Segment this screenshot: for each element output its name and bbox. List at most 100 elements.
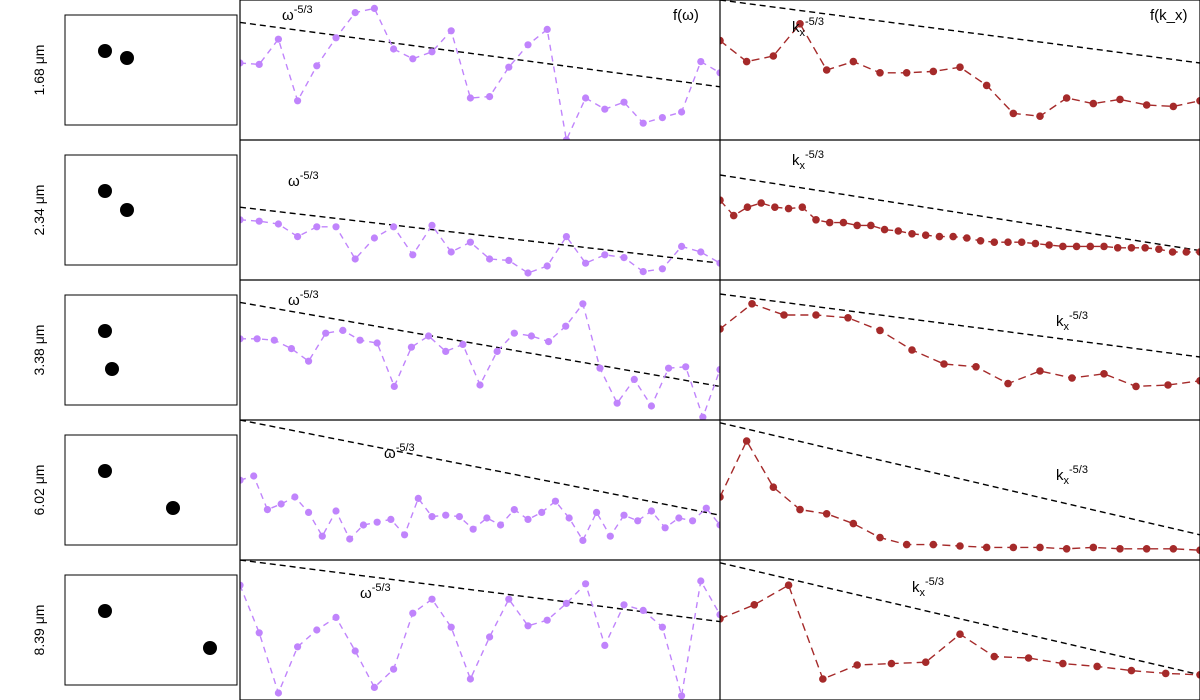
data-point (294, 97, 302, 105)
data-point (1017, 238, 1026, 246)
data-point (373, 518, 381, 526)
thumbnail-4 (64, 434, 238, 546)
plot-panels (240, 0, 1200, 700)
data-point (390, 223, 398, 231)
data-point (1100, 370, 1108, 378)
data-point (332, 613, 340, 622)
power-law-reference-line (720, 0, 1200, 64)
data-point (250, 472, 258, 480)
data-point (1161, 669, 1170, 678)
data-point (270, 336, 278, 344)
data-point (240, 335, 244, 343)
data-point (844, 314, 852, 322)
data-point (716, 69, 720, 77)
data-point (428, 513, 436, 521)
k-slope-annotation: kx-5/3 (1056, 310, 1088, 333)
data-point (825, 218, 834, 227)
data-point (428, 48, 436, 56)
data-point (447, 27, 455, 35)
data-point (524, 622, 532, 630)
data-point (486, 93, 494, 101)
omega-panel-plot (240, 4, 720, 140)
k-slope-annotation: kx-5/3 (1056, 464, 1088, 487)
data-point (658, 623, 667, 631)
data-point (822, 510, 831, 518)
data-point (716, 366, 720, 374)
data-point (902, 69, 911, 77)
data-point (887, 659, 896, 668)
data-point (469, 525, 477, 533)
data-point (658, 265, 667, 273)
data-point (620, 511, 628, 519)
data-point (240, 476, 244, 484)
data-point (543, 616, 551, 624)
k-panel-plot (720, 174, 1200, 256)
data-point (963, 234, 971, 242)
data-point (455, 513, 464, 521)
data-point (630, 375, 638, 383)
data-point (459, 340, 467, 348)
data-point (812, 216, 820, 224)
data-point (505, 256, 513, 264)
data-point (1116, 95, 1124, 104)
power-law-reference-line (240, 21, 720, 88)
data-point (1169, 102, 1178, 111)
power-law-reference-line (720, 562, 1200, 676)
data-point (742, 437, 751, 445)
data-point (1127, 666, 1136, 675)
data-point (414, 494, 422, 502)
omega-series-line (240, 7, 720, 140)
data-point (990, 652, 999, 661)
data-point (956, 630, 964, 638)
data-point (313, 626, 321, 634)
data-point (982, 543, 991, 552)
omega-slope-annotation: ω-5/3 (282, 4, 313, 24)
omega-slope-annotation: ω-5/3 (288, 289, 319, 309)
row-label: 2.34 μm (31, 185, 47, 236)
omega-slope-annotation: ω-5/3 (384, 442, 415, 462)
data-point (291, 493, 299, 501)
data-point (647, 507, 656, 515)
data-point (620, 601, 628, 609)
data-point (351, 647, 359, 655)
data-point (634, 517, 642, 525)
data-point (1059, 242, 1067, 251)
data-point (880, 225, 889, 234)
particle-dot (98, 44, 112, 58)
data-point (1059, 659, 1067, 668)
data-point (1182, 248, 1191, 256)
data-point (720, 36, 724, 45)
slope-annotations: ω-5/3 ω-5/3 ω-5/3 ω-5/3 ω-5/3 kx-5/3 kx-5/3 kx-… (282, 4, 1088, 602)
row-label: 1.68 μm (31, 45, 47, 96)
data-point (1142, 101, 1151, 109)
data-point (476, 381, 484, 389)
data-point (982, 81, 991, 90)
data-point (678, 108, 686, 116)
data-point (812, 311, 820, 319)
data-point (240, 581, 244, 589)
data-point (596, 364, 604, 372)
data-point (356, 336, 364, 344)
data-point (409, 609, 417, 617)
data-point (639, 119, 647, 127)
data-point (750, 601, 759, 609)
data-point (935, 232, 944, 241)
data-point (582, 259, 590, 267)
data-point (682, 363, 690, 371)
data-point (620, 98, 628, 106)
data-point (729, 211, 738, 220)
data-point (757, 199, 765, 207)
data-point (255, 60, 263, 68)
data-point (661, 524, 669, 532)
data-point (780, 311, 788, 319)
data-point (853, 221, 861, 230)
data-point (1024, 654, 1033, 662)
data-point (639, 268, 647, 276)
data-point (565, 514, 573, 522)
data-point (1045, 241, 1053, 249)
particle-dot (120, 51, 134, 65)
data-point (510, 329, 518, 337)
data-point (972, 363, 980, 371)
data-point (255, 629, 263, 637)
k-slope-annotation: kx-5/3 (912, 576, 944, 599)
